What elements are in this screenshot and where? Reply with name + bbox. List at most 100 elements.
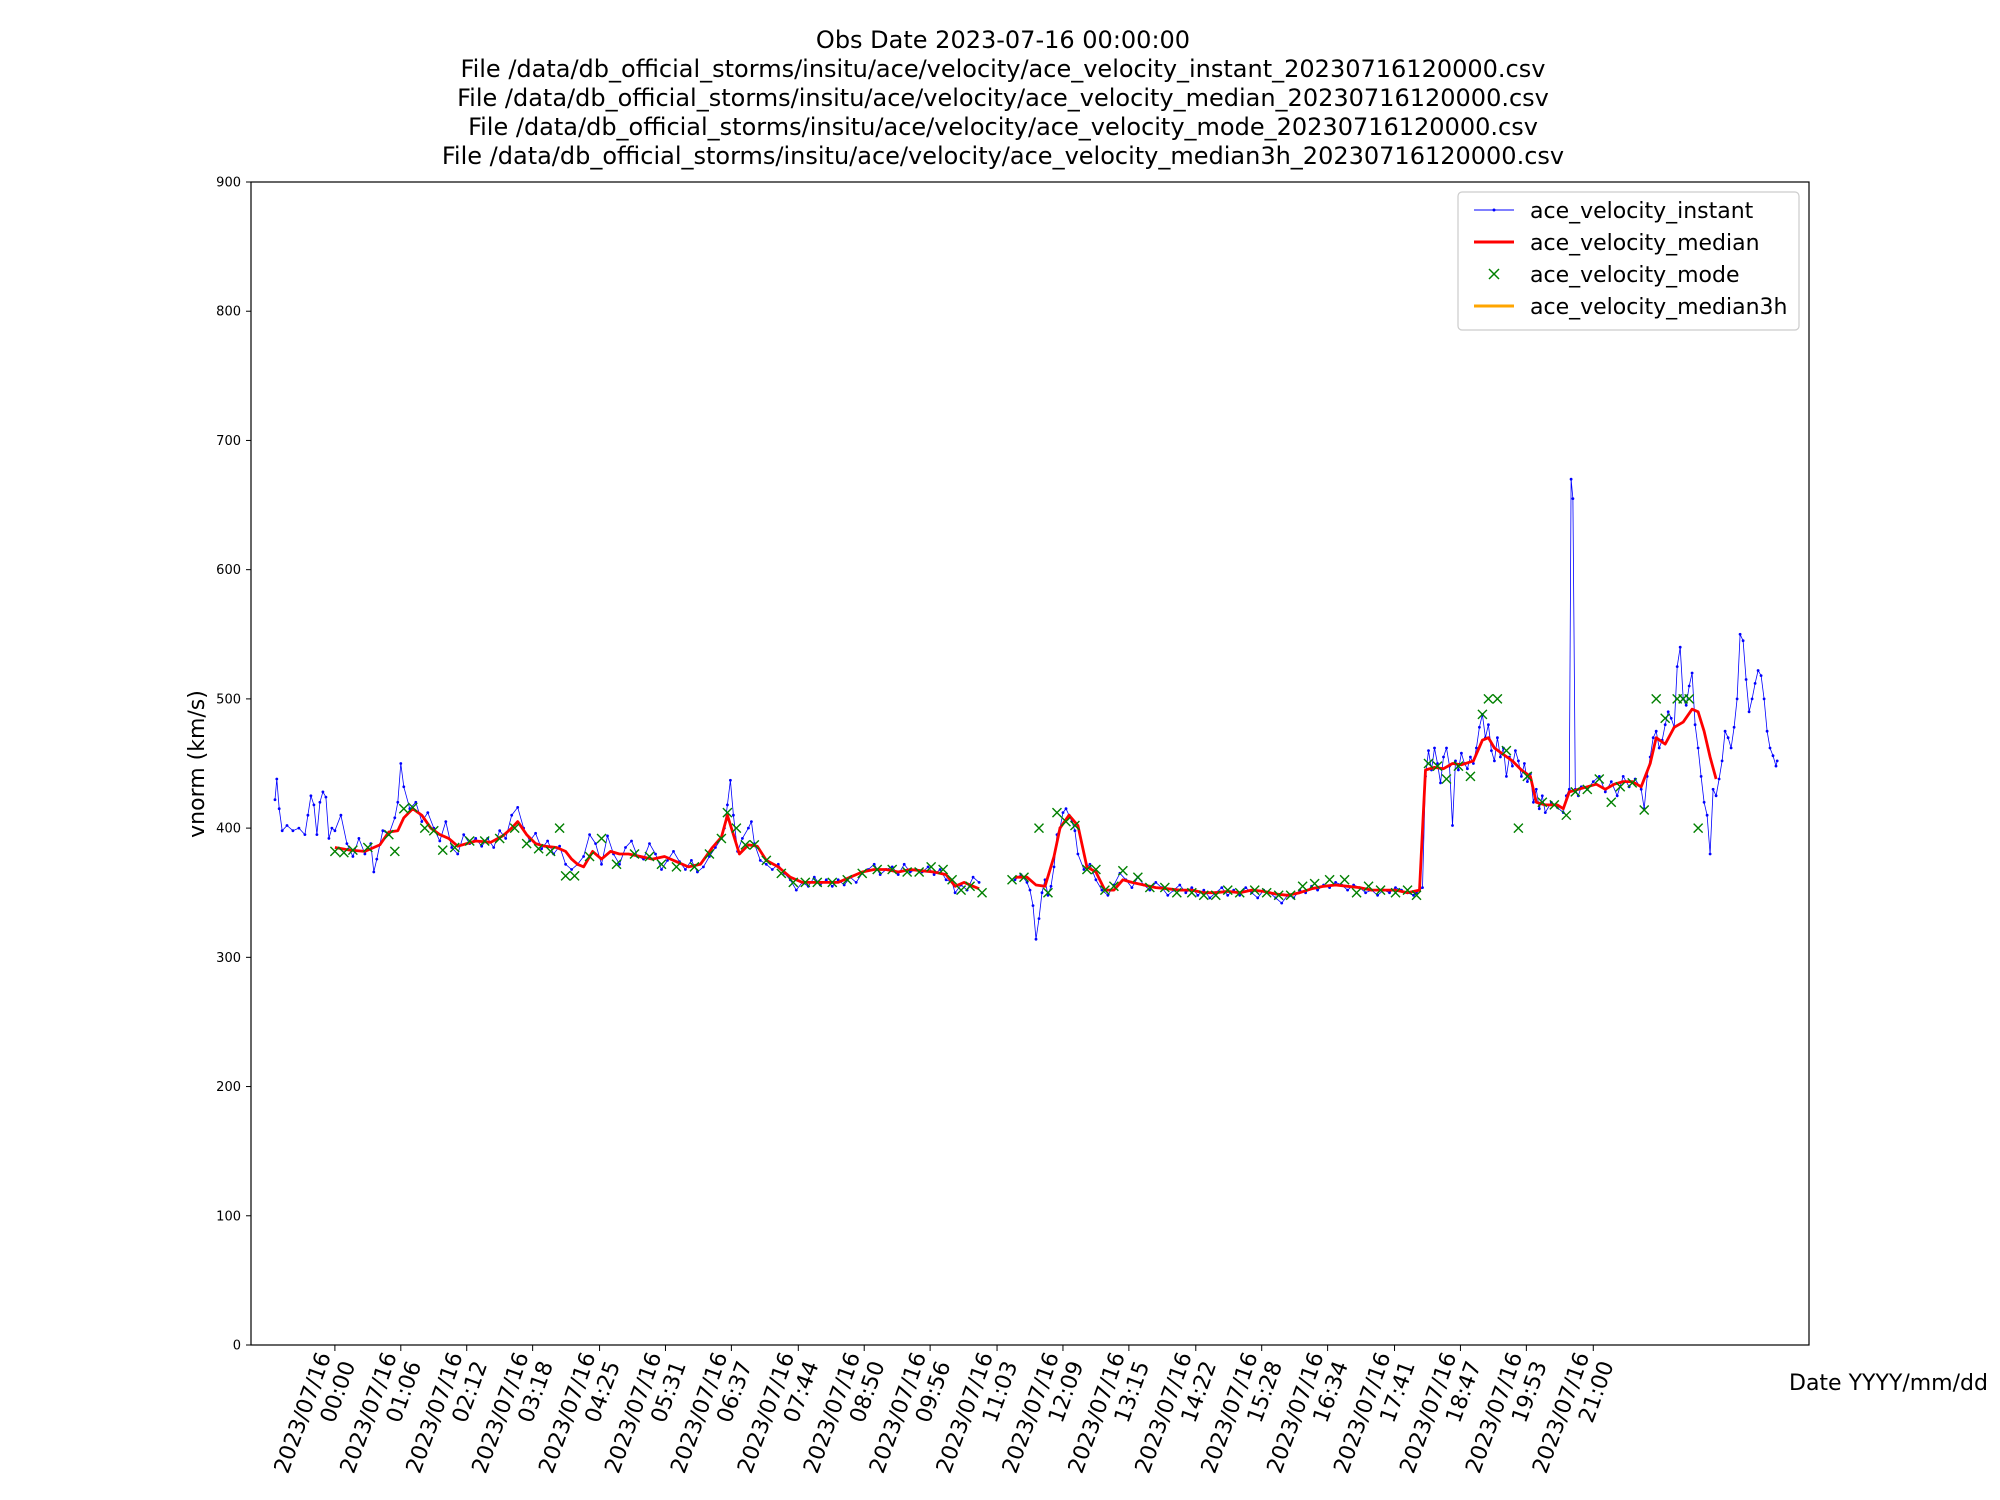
data-point-instant — [1765, 729, 1769, 733]
data-point-instant — [273, 798, 277, 802]
data-point-instant — [1451, 824, 1454, 827]
data-point-instant — [1052, 865, 1056, 869]
legend-swatch-instant-dot — [1492, 208, 1496, 212]
data-point-instant — [944, 878, 948, 882]
data-point-instant — [375, 857, 379, 861]
mode-marker — [1561, 810, 1572, 821]
data-point-instant — [1040, 891, 1044, 895]
mode-marker — [872, 864, 883, 875]
mode-marker — [1402, 885, 1413, 896]
mode-marker — [1582, 784, 1593, 795]
data-point-instant — [426, 811, 430, 814]
mode-marker — [800, 877, 811, 888]
data-point-instant — [1190, 886, 1194, 889]
data-point-instant — [794, 888, 798, 892]
mode-marker — [1615, 781, 1626, 792]
mode-marker — [1639, 805, 1650, 816]
plot-frame — [250, 181, 1810, 1346]
mode-marker — [761, 855, 772, 866]
mode-marker — [1132, 872, 1143, 883]
mode-marker — [449, 842, 460, 853]
data-point-instant — [516, 806, 520, 809]
data-point-instant — [438, 839, 442, 843]
data-point-instant — [708, 855, 711, 858]
mode-marker — [1019, 872, 1030, 883]
mode-marker — [584, 851, 595, 862]
data-point-instant — [1597, 775, 1601, 778]
legend-item-mode: ace_velocity_mode — [1488, 263, 1739, 288]
data-point-instant — [1049, 884, 1053, 888]
mode-marker — [533, 843, 544, 854]
mode-marker — [611, 859, 622, 870]
data-point-instant — [1669, 716, 1673, 720]
mode-marker — [419, 823, 430, 834]
data-point-instant — [830, 884, 834, 888]
mode-marker — [428, 825, 439, 836]
data-point-instant — [321, 790, 325, 794]
mode-marker — [842, 874, 853, 885]
data-point-instant — [1442, 755, 1445, 759]
mode-marker — [740, 839, 751, 850]
mode-marker — [827, 877, 838, 888]
data-point-instant — [357, 837, 361, 840]
data-point-instant — [600, 862, 603, 866]
mode-marker — [1483, 693, 1494, 704]
title-line-1: Obs Date 2023-07-16 00:00:00 — [816, 26, 1190, 54]
data-point-instant — [1571, 497, 1575, 500]
data-point-instant — [1154, 881, 1158, 884]
data-point-instant — [1202, 888, 1206, 892]
data-point-instant — [741, 837, 744, 840]
data-point-instant — [1717, 777, 1721, 781]
data-point-instant — [1543, 811, 1547, 814]
mode-marker — [1144, 882, 1155, 893]
data-point-instant — [1753, 682, 1757, 685]
data-point-instant — [1651, 736, 1655, 740]
data-point-instant — [1702, 800, 1706, 804]
mode-marker — [1465, 771, 1476, 782]
mode-marker — [1117, 865, 1128, 876]
data-point-instant — [420, 820, 424, 823]
data-point-instant — [750, 820, 753, 823]
data-point-instant — [275, 777, 279, 781]
data-point-instant — [938, 868, 942, 871]
legend-swatch-mode — [1488, 268, 1500, 280]
data-point-instant — [285, 824, 289, 827]
data-point-instant — [1690, 671, 1694, 675]
mode-marker — [596, 833, 607, 844]
data-point-instant — [1696, 746, 1700, 750]
mode-marker — [1693, 823, 1704, 834]
y-tick-label: 0 — [233, 1339, 241, 1354]
data-point-instant — [1639, 787, 1643, 791]
mode-marker — [1324, 874, 1335, 885]
data-point-instant — [1771, 754, 1775, 758]
data-point-instant — [1178, 883, 1182, 887]
mode-marker — [521, 838, 532, 849]
mode-marker — [1570, 786, 1581, 797]
data-point-instant — [1657, 746, 1661, 750]
data-point-instant — [1775, 759, 1779, 763]
title-line-5: File /data/db_official_storms/insitu/ace… — [442, 142, 1564, 170]
data-point-instant — [758, 859, 762, 862]
data-point-instant — [1705, 813, 1709, 817]
mode-marker — [656, 859, 667, 870]
mode-marker — [494, 833, 505, 844]
data-point-instant — [1747, 710, 1751, 714]
mode-marker — [1249, 885, 1260, 896]
data-point-instant — [953, 891, 957, 895]
legend-label-median3h: ace_velocity_median3h — [1530, 295, 1788, 320]
mode-marker — [560, 870, 571, 881]
data-point-instant — [277, 807, 281, 811]
data-point-instant — [1388, 891, 1391, 895]
mode-marker — [776, 868, 787, 879]
data-point-instant — [306, 813, 310, 817]
mode-marker — [857, 868, 868, 879]
plot-area — [250, 181, 1810, 1346]
mode-marker — [1453, 761, 1464, 772]
data-point-instant — [1061, 811, 1065, 814]
data-point-instant — [381, 829, 385, 833]
data-point-instant — [1534, 787, 1538, 791]
data-point-instant — [1759, 674, 1763, 677]
data-point-instant — [330, 826, 334, 830]
mode-marker — [1651, 693, 1662, 704]
data-point-instant — [510, 813, 514, 817]
